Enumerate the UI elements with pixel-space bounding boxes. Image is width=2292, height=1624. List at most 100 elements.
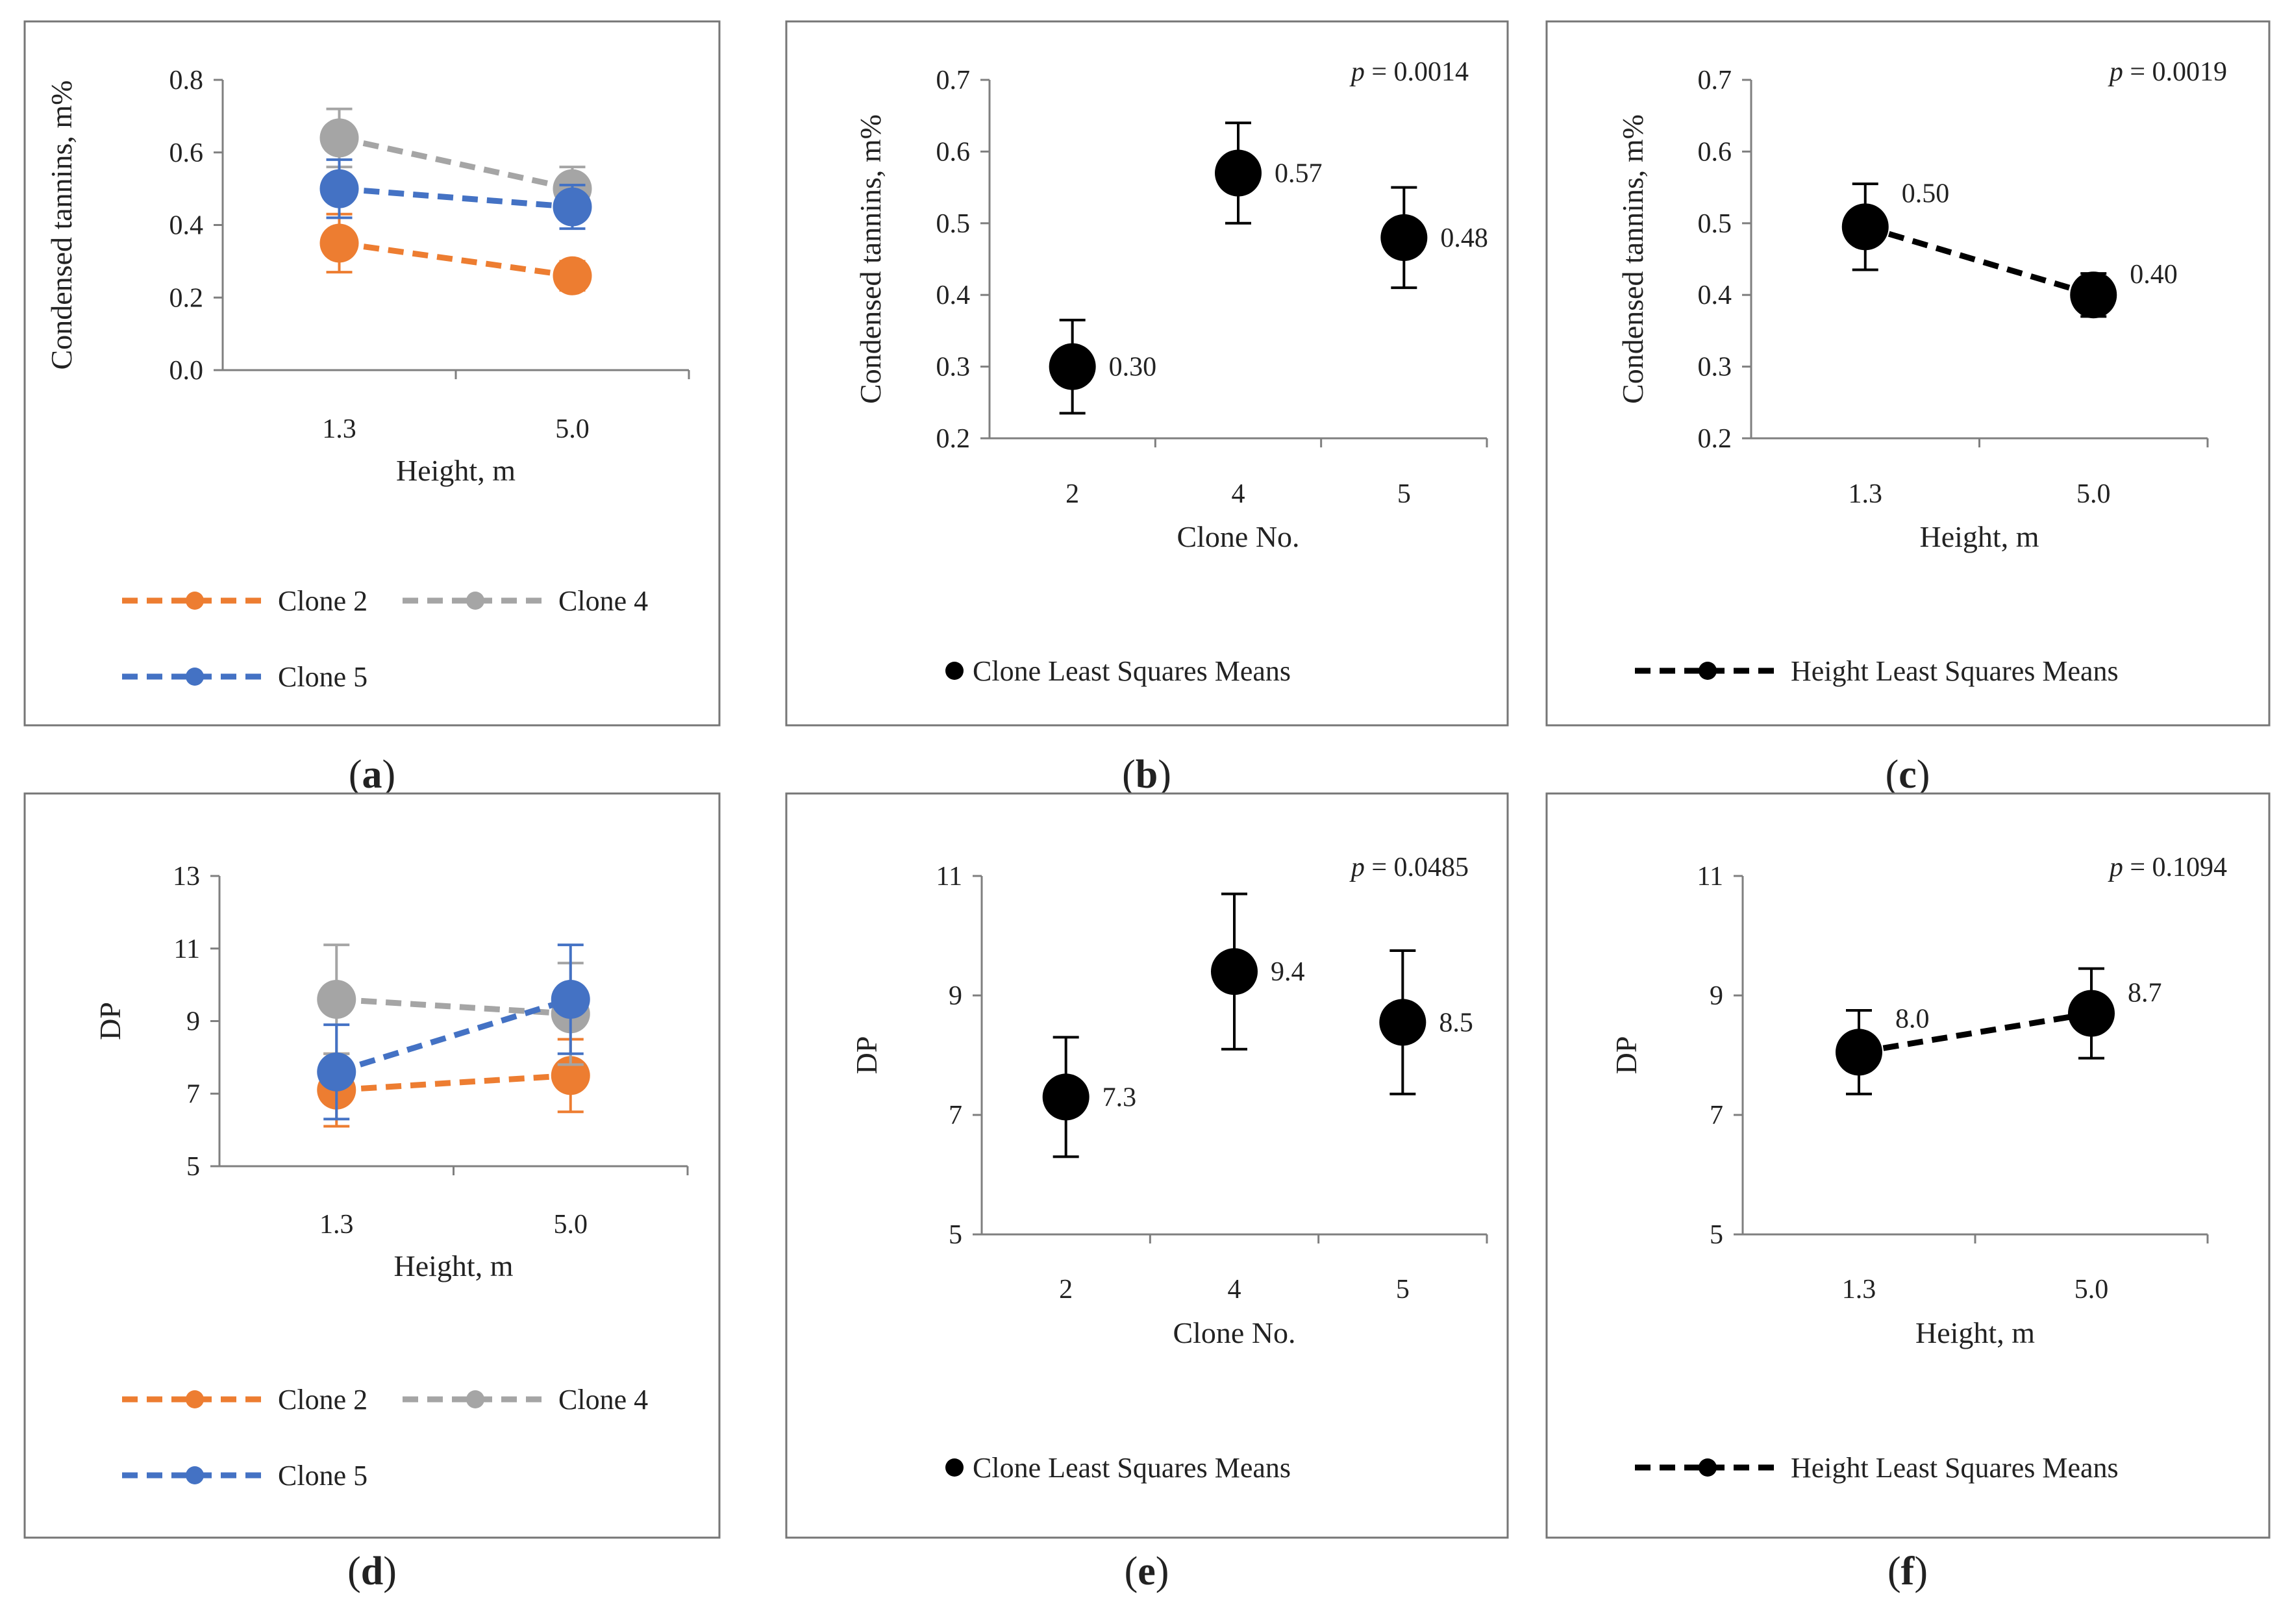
panel-c: 0.2 0.3 0.4 0.5 0.6 0.7 1.3 5.0 Height, m Condens… bbox=[1545, 20, 2271, 727]
data-point bbox=[1836, 1029, 1882, 1076]
panel-label-letter: b bbox=[1136, 753, 1158, 797]
legend-marker bbox=[466, 592, 484, 610]
data-label: 7.3 bbox=[1102, 1082, 1137, 1112]
data-point bbox=[319, 223, 359, 263]
p-value-symbol: p bbox=[1349, 57, 1365, 87]
p-value-annotation: p = 0.0485 bbox=[1349, 853, 1469, 882]
p-value-symbol: p bbox=[1349, 853, 1365, 882]
series-line bbox=[338, 240, 573, 279]
x-tick-label: 1.3 bbox=[322, 414, 356, 444]
series-height-least-squares-means: 0.50 0.40 bbox=[1841, 179, 2178, 319]
legend-marker bbox=[945, 1458, 964, 1477]
legend-marker bbox=[1699, 662, 1717, 680]
y-tick-label: 0.4 bbox=[1698, 281, 1732, 310]
data-point bbox=[1211, 948, 1258, 995]
legend-item: Height Least Squares Means bbox=[1635, 655, 2119, 687]
data-point bbox=[2068, 990, 2115, 1037]
y-tick-label: 9 bbox=[1710, 981, 1723, 1011]
legend-label: Clone 5 bbox=[278, 661, 367, 693]
panel-label-open: ( bbox=[1886, 753, 1899, 797]
series-line bbox=[339, 186, 573, 210]
panel-f: 5 7 9 11 1.3 5.0 Height, m DP p = 0.1094 8.0 8.7 He… bbox=[1545, 792, 2271, 1539]
y-tick-label: 5 bbox=[186, 1152, 200, 1182]
panel-label-letter: a bbox=[362, 753, 382, 797]
panel-frame bbox=[785, 792, 1509, 1539]
panel-label-letter: c bbox=[1899, 753, 1917, 797]
legend-marker bbox=[186, 1390, 204, 1408]
legend-label: Clone Least Squares Means bbox=[973, 655, 1291, 687]
y-axis-title: DP bbox=[1610, 1036, 1643, 1075]
legend-item: Clone 4 bbox=[403, 585, 648, 617]
panel-frame bbox=[785, 20, 1509, 727]
y-tick-label: 0.7 bbox=[1698, 66, 1732, 95]
y-tick-label: 0.2 bbox=[169, 283, 204, 313]
y-tick-label: 0.5 bbox=[936, 209, 971, 239]
x-tick-label: 5 bbox=[1396, 1275, 1410, 1305]
y-tick-label: 5 bbox=[1710, 1220, 1723, 1250]
y-tick-label: 0.3 bbox=[936, 353, 971, 382]
panel-label-close: ) bbox=[1914, 1549, 1928, 1593]
y-tick-label: 13 bbox=[173, 862, 200, 892]
panel-label-open: ( bbox=[1887, 1549, 1901, 1593]
data-point bbox=[1380, 214, 1428, 261]
y-axis-title: DP bbox=[93, 1002, 127, 1040]
y-axis-title: Condensed tannins, m% bbox=[854, 114, 887, 404]
series-line bbox=[1858, 1010, 2092, 1055]
data-label: 0.40 bbox=[2130, 260, 2178, 290]
data-label: 0.30 bbox=[1109, 353, 1157, 382]
legend-item: Clone 2 bbox=[122, 585, 367, 617]
legend-item: Clone 5 bbox=[122, 1460, 367, 1492]
legend: Clone 2 Clone 4 Clone 5 bbox=[122, 585, 648, 693]
x-tick-label: 1.3 bbox=[1849, 479, 1883, 509]
panel-e: 5 7 9 11 2 4 5 Clone No. DP p = 0.0485 7.3 9.4 8.5 Cl… bbox=[785, 792, 1509, 1539]
legend-marker bbox=[1699, 1458, 1717, 1477]
panel-label-close: ) bbox=[383, 1549, 397, 1593]
panel-label: (c) bbox=[1886, 753, 1930, 797]
legend: Clone Least Squares Means bbox=[945, 655, 1291, 687]
x-tick-label: 5.0 bbox=[2076, 479, 2111, 509]
legend-label: Clone 4 bbox=[558, 585, 648, 617]
legend: Clone 2 Clone 4 Clone 5 bbox=[122, 1384, 648, 1492]
series-clone-5 bbox=[319, 158, 592, 231]
p-value-annotation: p = 0.0019 bbox=[2108, 57, 2227, 87]
data-point bbox=[551, 979, 590, 1019]
legend-label: Clone 2 bbox=[278, 585, 367, 617]
y-tick-label: 5 bbox=[949, 1220, 962, 1250]
data-label: 8.7 bbox=[2128, 979, 2162, 1008]
y-tick-label: 11 bbox=[1697, 862, 1723, 892]
y-tick-label: 7 bbox=[186, 1079, 200, 1109]
data-label: 0.57 bbox=[1275, 159, 1323, 189]
x-axis-title: Height, m bbox=[394, 1249, 514, 1282]
x-axis-title: Clone No. bbox=[1173, 1316, 1295, 1349]
legend: Clone Least Squares Means bbox=[945, 1452, 1291, 1484]
data-point bbox=[317, 1052, 356, 1092]
data-point bbox=[317, 979, 356, 1019]
series-line bbox=[335, 996, 572, 1075]
panel-label-letter: f bbox=[1901, 1549, 1915, 1593]
y-tick-label: 0.0 bbox=[169, 356, 204, 386]
series-line bbox=[1864, 224, 2095, 298]
y-tick-label: 0.4 bbox=[169, 211, 204, 241]
legend-item: Clone 5 bbox=[122, 661, 367, 693]
panel-frame bbox=[1545, 20, 2271, 727]
y-tick-label: 0.6 bbox=[169, 138, 204, 168]
legend-item: Clone 2 bbox=[122, 1384, 367, 1416]
panel-label-open: ( bbox=[1125, 1549, 1138, 1593]
y-axis-title: Condensed tannins, m% bbox=[1616, 114, 1649, 404]
legend-marker bbox=[186, 592, 204, 610]
p-value-number: = 0.0014 bbox=[1365, 57, 1469, 87]
data-point bbox=[1042, 1073, 1090, 1121]
legend: Height Least Squares Means bbox=[1635, 1452, 2119, 1484]
x-tick-label: 2 bbox=[1059, 1275, 1073, 1305]
panel-label-open: ( bbox=[347, 1549, 361, 1593]
data-point bbox=[1379, 999, 1426, 1046]
data-point bbox=[553, 256, 592, 295]
p-value-number: = 0.0485 bbox=[1365, 853, 1469, 882]
y-tick-label: 0.3 bbox=[1698, 353, 1732, 382]
panel-a: 0.0 0.2 0.4 0.6 0.8 1.3 5.0 Height, m Condensed … bbox=[23, 20, 721, 727]
legend-item: Height Least Squares Means bbox=[1635, 1452, 2119, 1484]
data-point bbox=[319, 118, 359, 158]
data-point bbox=[2070, 271, 2117, 319]
p-value-symbol: p bbox=[2108, 853, 2123, 882]
legend-marker bbox=[186, 668, 204, 686]
